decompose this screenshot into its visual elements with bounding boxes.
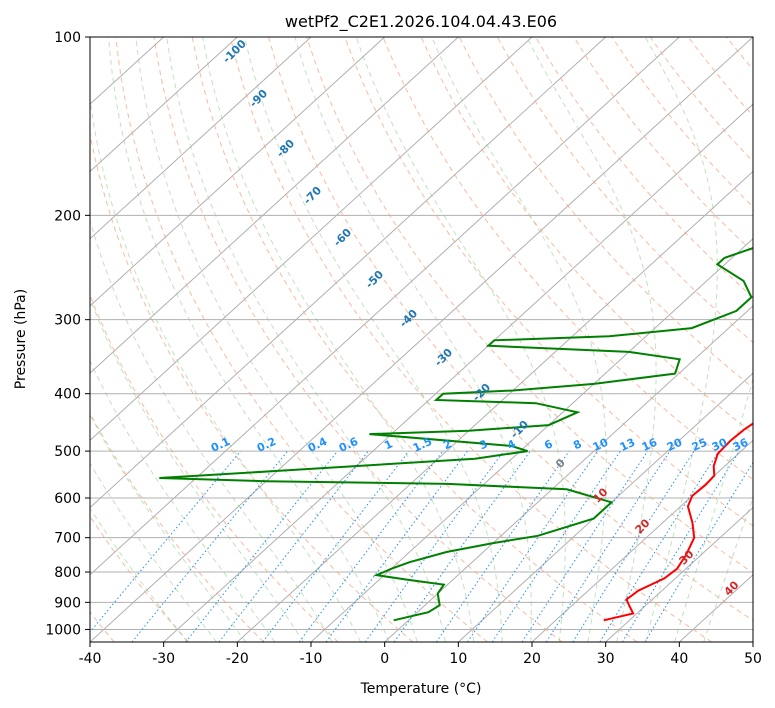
moist-adiabat-line <box>703 496 753 642</box>
mixing-ratio-line <box>185 450 338 642</box>
isotherm-line <box>310 237 753 642</box>
moist-adiabat-line <box>244 37 503 642</box>
moist-adiabat-line <box>166 37 447 642</box>
mixing-ratio-line <box>298 450 444 642</box>
moist-adiabat-line <box>90 297 304 642</box>
moist-adiabat-line <box>526 37 657 642</box>
moist-adiabat-line <box>90 462 217 642</box>
chart-title: wetPf2_C2E1.2026.104.04.43.E06 <box>285 12 557 32</box>
moist-adiabat-line <box>90 359 276 642</box>
background-lines <box>90 37 775 642</box>
mixing-ratio-line <box>325 450 468 642</box>
mixing-ratio-line <box>90 450 242 633</box>
mixing-ratio-label: 36 <box>731 436 751 454</box>
y-tick-label: 700 <box>54 531 81 547</box>
dry-adiabat-line <box>268 37 753 622</box>
mixing-ratio-label: 25 <box>690 436 709 454</box>
x-tick-label: 0 <box>380 651 389 667</box>
dry-adiabat-line <box>90 515 190 642</box>
moist-adiabat-line <box>90 507 188 642</box>
moist-adiabat-line <box>108 37 390 642</box>
temperature-profile-line <box>603 422 753 622</box>
dry-adiabat-line <box>115 37 488 642</box>
x-tick-label: 40 <box>670 651 688 667</box>
moist-adiabat-line <box>644 37 718 642</box>
mixing-ratio-line <box>435 450 570 642</box>
x-tick-label: 50 <box>744 651 762 667</box>
dry-adiabat-line <box>191 37 638 642</box>
mixing-ratio-line <box>545 450 671 642</box>
isotherm-line <box>531 439 753 642</box>
y-axis: 100 200 300 400 500 600 700 800 900 1000 <box>45 30 90 638</box>
mixing-ratio-line <box>521 450 649 642</box>
y-tick-label: 300 <box>54 313 81 329</box>
y-axis-label: Pressure (hPa) <box>13 289 29 389</box>
dry-adiabat-line <box>153 37 563 642</box>
isotherm-line <box>90 37 680 576</box>
dry-adiabat-line <box>458 37 753 389</box>
dry-adiabat-line <box>344 37 753 527</box>
y-tick-label: 200 <box>54 208 81 224</box>
isotherm-line <box>384 305 753 642</box>
y-tick-label: 600 <box>54 491 81 507</box>
y-tick-label: 1000 <box>45 622 81 638</box>
x-tick-label: -10 <box>300 651 323 667</box>
y-tick-label: 100 <box>54 30 81 46</box>
moist-adiabat-line <box>90 218 333 642</box>
dry-adiabat-line <box>306 37 753 574</box>
moist-adiabat-line <box>431 37 607 642</box>
plot-frame <box>89 36 754 643</box>
mixing-ratio-line <box>572 450 695 642</box>
dewpoint-profile-line <box>159 246 753 622</box>
mixing-ratio-line <box>393 450 531 642</box>
moist-adiabat-line <box>294 37 532 642</box>
isotherm-line <box>90 37 459 374</box>
moist-adiabat-line <box>674 376 753 642</box>
dry-adiabat-line <box>90 412 264 642</box>
moist-adiabat-line <box>135 37 418 642</box>
isotherm-line <box>605 506 753 642</box>
y-tick-label: 400 <box>54 387 81 403</box>
moist-adiabat-line <box>355 37 566 642</box>
dry-adiabat-line <box>90 293 339 642</box>
mixing-ratio-label: 16 <box>640 436 660 454</box>
isotherm-line <box>90 37 386 307</box>
isotherm-line <box>457 372 753 642</box>
x-tick-label: 30 <box>597 651 615 667</box>
moist-adiabat-line <box>90 413 247 642</box>
moist-adiabat-line <box>90 95 362 642</box>
y-tick-label: 500 <box>54 444 81 460</box>
x-axis: -40 -30 -20 -10 0 10 20 30 40 50 <box>79 642 762 667</box>
x-tick-label: -40 <box>79 651 102 667</box>
x-tick-label: 10 <box>449 651 467 667</box>
isotherm-line <box>90 37 753 642</box>
isotherm-line <box>90 37 533 442</box>
mixing-ratio-label: 30 <box>710 436 730 454</box>
mixing-ratio-label: 10 <box>591 436 611 454</box>
mixing-ratio-line <box>467 450 599 642</box>
mixing-ratio-line <box>491 450 621 642</box>
isotherm-line <box>90 37 238 173</box>
mixing-ratio-label: 13 <box>618 436 637 454</box>
isotherm-line <box>752 641 753 642</box>
x-tick-label: -30 <box>152 651 175 667</box>
profile-lines <box>159 246 753 622</box>
x-axis-label: Temperature (°C) <box>360 681 482 697</box>
dry-adiabat-line <box>496 37 753 344</box>
isotherm-line <box>90 37 312 240</box>
y-tick-label: 800 <box>54 565 81 581</box>
mixing-ratio-line <box>364 450 505 642</box>
mixing-ratio-label: 20 <box>665 436 685 454</box>
isotherm-line <box>90 37 607 509</box>
mixing-ratio-line <box>131 450 288 642</box>
x-tick-label: 20 <box>523 651 541 667</box>
y-tick-label: 900 <box>54 595 81 611</box>
moist-adiabat-line <box>202 37 475 642</box>
x-tick-label: -20 <box>226 651 249 667</box>
mixing-ratio-line <box>621 450 740 642</box>
isotherm-line <box>236 170 753 642</box>
dry-adiabat-line <box>765 37 775 642</box>
mixing-ratio-line <box>262 450 410 642</box>
